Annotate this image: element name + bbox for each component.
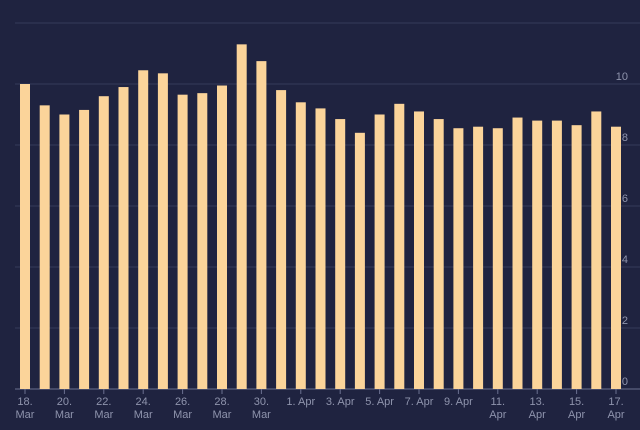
x-tick-label: 3. Apr (325, 396, 355, 408)
bar (433, 119, 444, 389)
bar (79, 109, 90, 390)
bar (197, 93, 208, 390)
x-tick-label: 9. Apr (444, 396, 473, 408)
x-tick-label: 22. Mar (94, 396, 114, 421)
x-tick-label: 20. Mar (54, 396, 74, 421)
bar (39, 105, 50, 389)
bar (414, 111, 424, 389)
bar (473, 126, 484, 389)
y-tick-label: 8 (622, 132, 628, 144)
bar (611, 126, 621, 389)
bar (177, 94, 188, 390)
y-tick-label: 10 (616, 71, 628, 83)
x-tick-label: 30. Mar (251, 396, 271, 421)
bar (118, 87, 129, 390)
bar (315, 108, 326, 390)
bar (335, 119, 346, 389)
y-tick-label: 4 (622, 254, 628, 266)
bar (492, 128, 503, 389)
bar (512, 117, 523, 390)
x-tick-label: 13. Apr (528, 396, 546, 421)
bar (394, 103, 405, 389)
x-tick-label: 18. Mar (15, 396, 35, 421)
bar (295, 102, 306, 390)
bar (374, 114, 385, 389)
bar (256, 61, 267, 389)
bar (236, 44, 247, 389)
bar (98, 96, 109, 389)
x-tick-label: 24. Mar (133, 396, 153, 421)
bar (20, 84, 30, 389)
bar (571, 125, 582, 390)
x-tick-label: 11. Apr (489, 396, 507, 421)
x-tick-label: 15. Apr (568, 396, 586, 421)
x-tick-label: 26. Mar (173, 396, 193, 421)
x-tick-label: 17. Apr (607, 396, 625, 421)
bar (591, 111, 602, 389)
bar (551, 120, 562, 389)
bar (157, 73, 168, 389)
bar (217, 85, 227, 390)
y-tick-label: 6 (622, 193, 628, 205)
bar (276, 90, 287, 389)
y-tick-label: 0 (622, 376, 628, 388)
x-tick-label: 28. Mar (212, 396, 232, 421)
bar (59, 114, 70, 389)
x-tick-label: 5. Apr (365, 396, 394, 408)
bar (532, 120, 543, 389)
x-tick-label: 1. Apr (286, 396, 316, 408)
bar (453, 128, 464, 389)
x-tick-label: 7. Apr (404, 396, 434, 408)
bar (138, 70, 149, 390)
y-tick-label: 2 (622, 315, 628, 327)
bar (354, 132, 365, 390)
